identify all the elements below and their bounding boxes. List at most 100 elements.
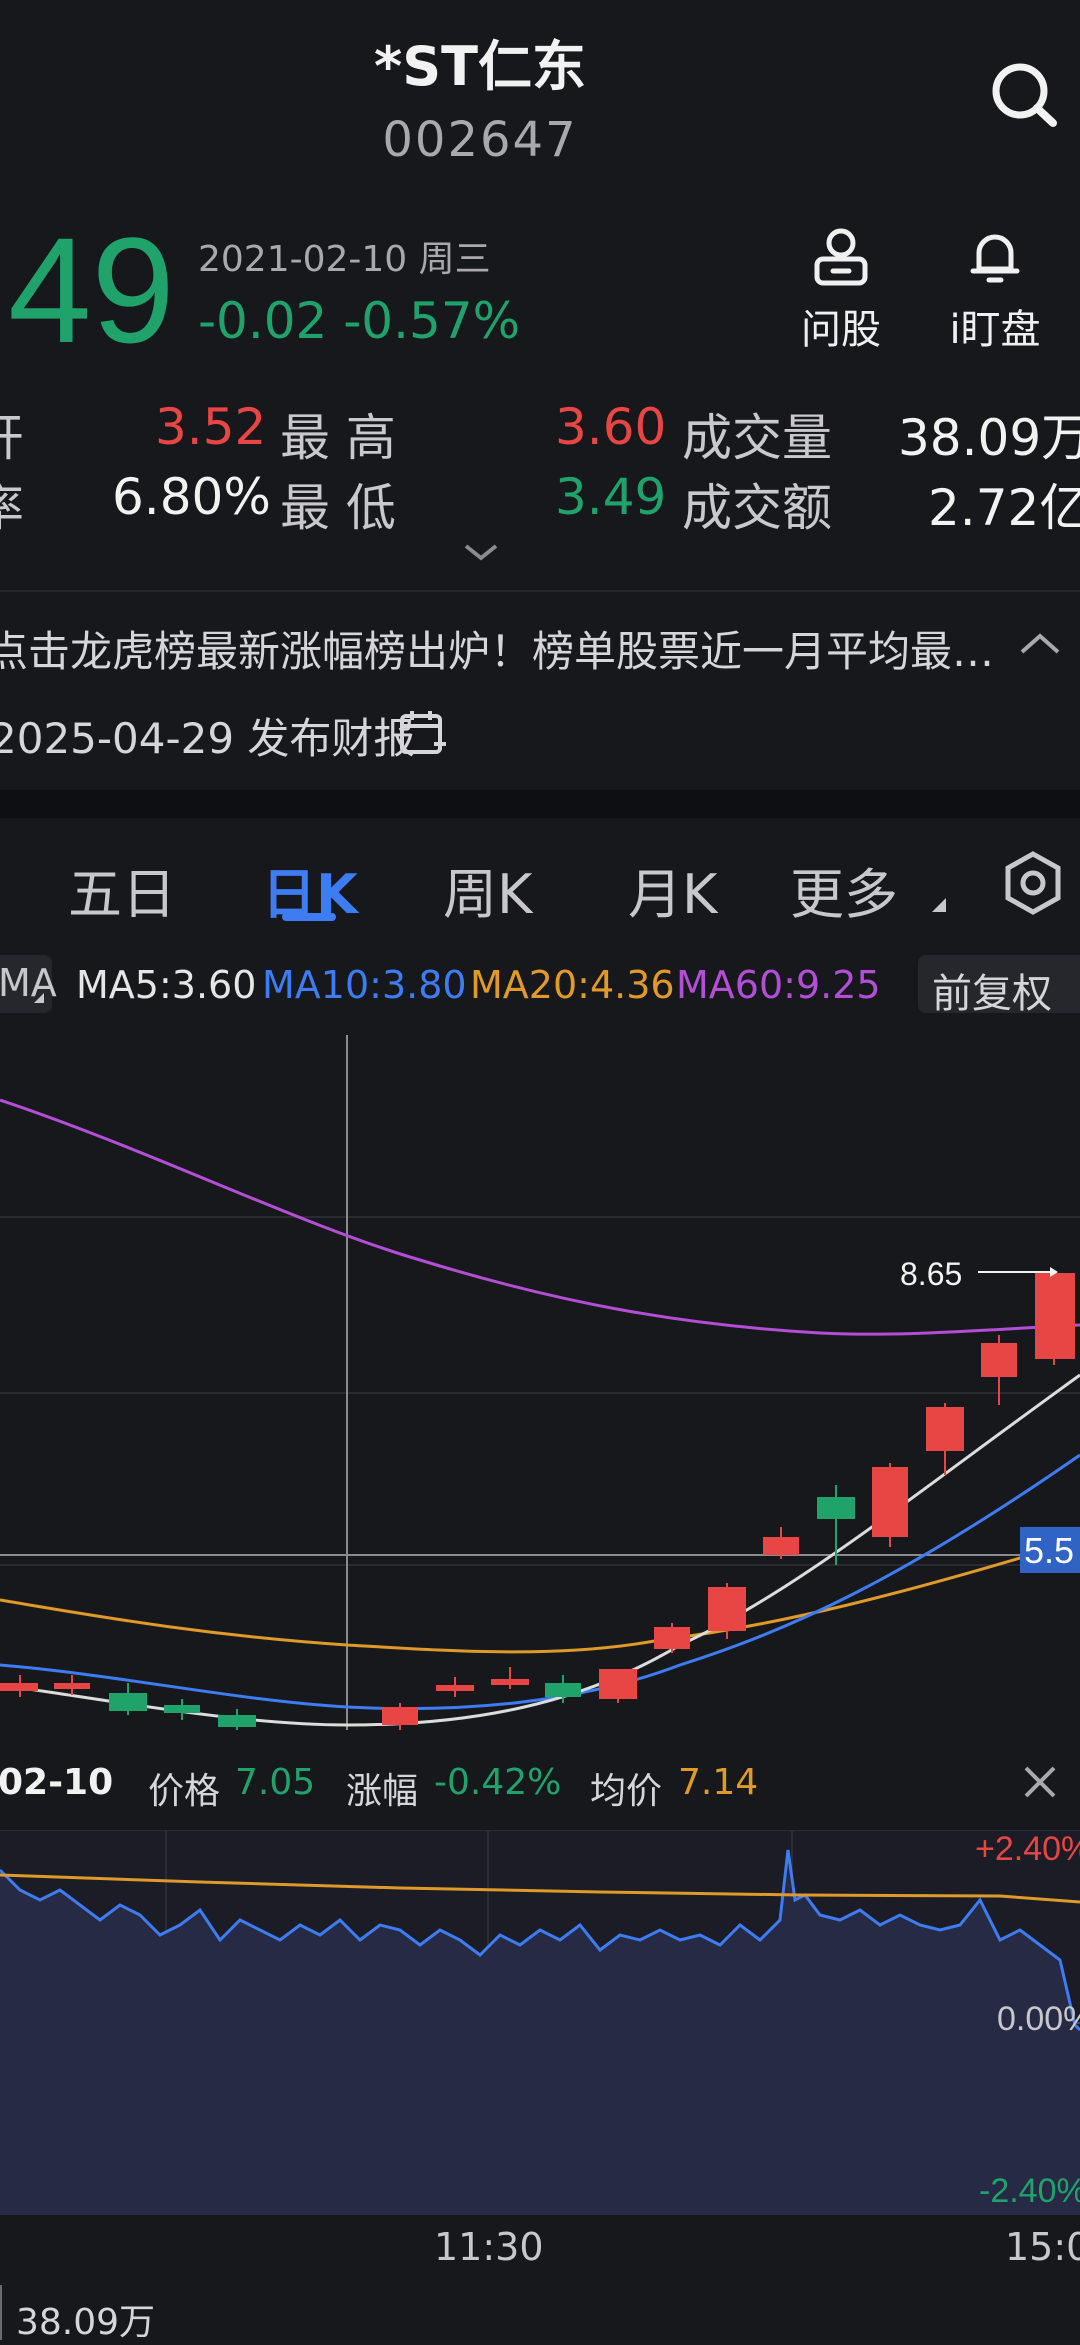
tab-monthly-k[interactable]: 月K xyxy=(628,863,718,926)
turnover-label: 率 xyxy=(0,468,24,540)
candle xyxy=(926,1403,964,1475)
volume-value: 38.09万 xyxy=(898,409,1080,467)
candle xyxy=(164,1699,200,1720)
crosshair-price: 5.5 xyxy=(1024,1530,1074,1571)
chevron-down-icon xyxy=(464,544,498,561)
price-line xyxy=(0,1849,1080,2032)
active-tab-indicator xyxy=(282,913,336,921)
time-label-end: 15:0 xyxy=(1005,2225,1080,2269)
candle xyxy=(218,1709,256,1730)
search-icon xyxy=(992,63,1057,127)
tab-more[interactable]: 更多 xyxy=(790,863,898,926)
candle xyxy=(654,1623,690,1653)
volume-label: 成交量 xyxy=(682,409,832,467)
section-gap xyxy=(0,790,1080,818)
tab-five-day[interactable]: 五日 xyxy=(68,863,176,926)
upper-bound-label: +2.40% xyxy=(975,1830,1080,1868)
user-question-icon xyxy=(814,228,868,286)
high-label: 最 高 xyxy=(280,409,396,467)
amount-label: 成交额 xyxy=(682,479,832,537)
turnover-value: 6.80% xyxy=(112,468,271,526)
price-label: 价格 xyxy=(148,1771,221,1812)
zero-label: 0.00% xyxy=(997,2000,1080,2038)
candle xyxy=(872,1463,908,1547)
ma10-line xyxy=(0,1453,1080,1711)
more-dropdown-icon xyxy=(930,896,948,918)
candle xyxy=(109,1683,147,1715)
price-value: 7.05 xyxy=(235,1762,316,1803)
bell-icon xyxy=(970,234,1020,283)
dropdown-icon xyxy=(34,993,44,1003)
low-value: 3.49 xyxy=(555,468,667,526)
candle xyxy=(491,1667,529,1689)
ask-stock-button[interactable]: 问股 xyxy=(786,225,896,355)
candle xyxy=(1035,1271,1075,1365)
high-value: 3.60 xyxy=(555,398,667,456)
volume-bar xyxy=(0,2285,2,2340)
candle xyxy=(382,1703,418,1730)
current-price: 49 xyxy=(8,206,175,374)
ma20-line xyxy=(0,1538,1080,1654)
indicator-selector-label: MA xyxy=(0,961,57,1005)
price-change: -0.02 -0.57% xyxy=(198,292,521,350)
time-label-mid: 11:30 xyxy=(434,2225,544,2269)
news-headline[interactable]: 点击龙虎榜最新涨幅榜出炉！榜单股票近一月平均最… xyxy=(0,627,995,676)
avg-value: 7.14 xyxy=(678,1762,759,1803)
candle xyxy=(545,1675,581,1703)
ma60-line xyxy=(0,1098,1080,1336)
tab-weekly-k[interactable]: 周K xyxy=(443,863,533,926)
ask-stock-label: 问股 xyxy=(801,307,881,353)
open-label: 开 xyxy=(0,398,24,470)
search-button[interactable] xyxy=(985,55,1065,135)
adjust-label: 前复权 xyxy=(932,971,1052,1017)
avg-line xyxy=(0,1873,1080,1904)
max-price-label: 8.65 xyxy=(900,1256,962,1292)
change-value: -0.42% xyxy=(434,1762,562,1803)
watch-button[interactable]: i盯盘 xyxy=(940,225,1050,355)
low-label: 最 低 xyxy=(280,479,396,537)
close-intraday-button[interactable] xyxy=(1020,1762,1060,1811)
calendar-add-icon[interactable] xyxy=(398,708,448,762)
adjust-selector[interactable]: 前复权 xyxy=(918,955,1080,1017)
kline-chart[interactable]: 8.65 5.5 xyxy=(0,1035,1080,1730)
ma10-value: MA10:3.80 xyxy=(262,963,467,1007)
collapse-news-button[interactable] xyxy=(1018,630,1062,662)
candle xyxy=(763,1527,799,1559)
close-icon xyxy=(1024,1766,1056,1798)
intraday-date: 02-10 xyxy=(0,1762,114,1803)
time-axis: 11:30 15:0 xyxy=(0,2215,1080,2285)
ma5-value: MA5:3.60 xyxy=(76,963,257,1007)
ma-indicators: MA MA5:3.60 MA10:3.80 MA20:4.36 MA60:9.2… xyxy=(0,955,1080,1019)
lower-bound-label: -2.40% xyxy=(979,2172,1080,2210)
price-area xyxy=(0,1850,1080,2215)
top-bar: *ST仁东 002647 xyxy=(0,0,1080,210)
ma20-value: MA20:4.36 xyxy=(470,963,675,1007)
avg-label: 均价 xyxy=(590,1771,663,1812)
stock-name: *ST仁东 xyxy=(374,35,586,98)
intraday-info: 02-10 价格 7.05 涨幅 -0.42% 均价 7.14 xyxy=(0,1740,1080,1830)
divider xyxy=(0,590,1080,592)
ma5-line xyxy=(0,1373,1080,1727)
quote-date: 2021-02-10 周三 xyxy=(198,239,491,280)
volume-label: 38.09万 xyxy=(16,2302,156,2343)
report-date[interactable]: 2025-04-29 发布财报 xyxy=(0,714,416,763)
chevron-up-icon xyxy=(1020,633,1060,654)
crosshair-price-tag xyxy=(1020,1527,1080,1573)
stock-code: 002647 xyxy=(382,112,578,168)
open-value: 3.52 xyxy=(155,398,267,456)
candle xyxy=(708,1583,746,1639)
gear-icon xyxy=(1005,851,1061,915)
change-label: 涨幅 xyxy=(346,1771,419,1812)
candle xyxy=(817,1485,855,1565)
watch-label: i盯盘 xyxy=(949,307,1041,353)
candle xyxy=(0,1675,38,1697)
indicator-selector[interactable]: MA xyxy=(0,955,57,1013)
ma60-value: MA60:9.25 xyxy=(676,963,881,1007)
expand-stats-button[interactable] xyxy=(462,540,500,568)
intraday-chart[interactable]: +2.40% 0.00% -2.40% xyxy=(0,1829,1080,2215)
candles xyxy=(0,1271,1075,1730)
candle xyxy=(54,1675,90,1695)
candle xyxy=(436,1677,474,1697)
chart-settings-button[interactable] xyxy=(1000,850,1066,920)
candle xyxy=(599,1669,637,1703)
